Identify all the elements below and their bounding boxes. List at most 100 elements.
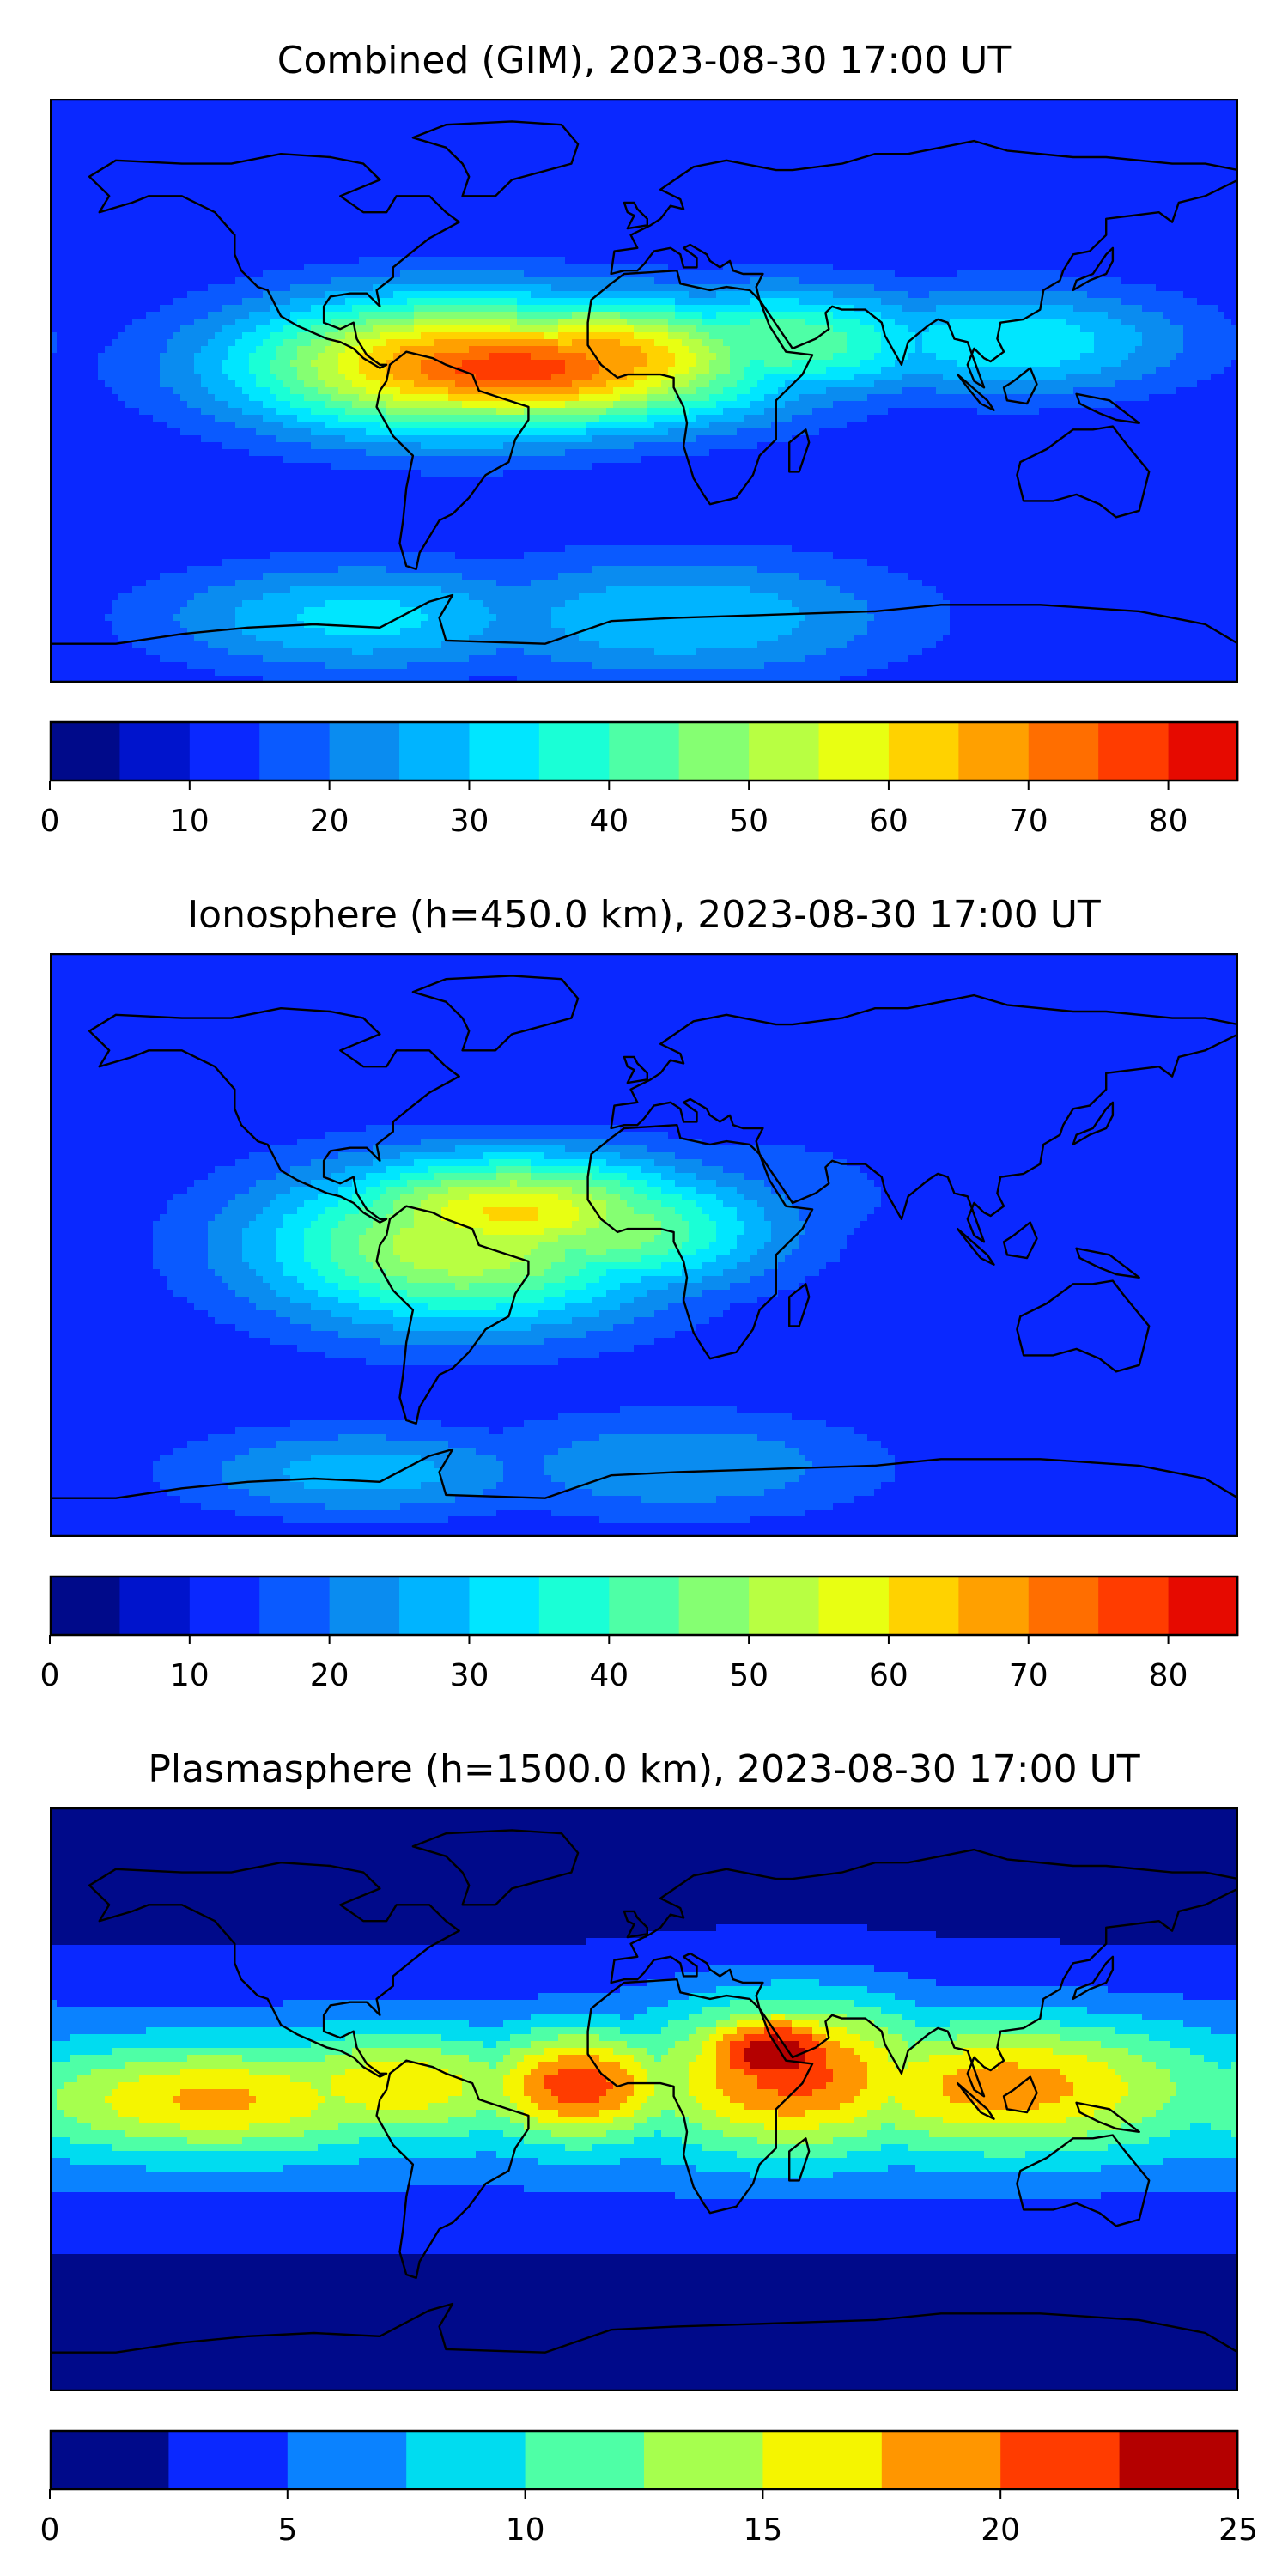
chart-title: Ionosphere (h=450.0 km), 2023-08-30 17:0… [50, 893, 1238, 938]
colorbar-segment [678, 721, 750, 781]
tec-field [50, 99, 1239, 683]
colorbar-segment [399, 721, 470, 781]
coastline-borneo [1002, 2075, 1038, 2114]
coastline-greenland [411, 120, 580, 197]
coastline-north-america [88, 1007, 460, 1224]
colorbar-segment [1098, 1576, 1170, 1636]
colorbar-segment [818, 1576, 890, 1636]
colorbar [49, 1575, 1239, 1644]
colorbar-segment [888, 721, 959, 781]
colorbar-tick-label: 40 [589, 803, 629, 841]
coastline-japan [1072, 246, 1115, 292]
coastline-africa [586, 270, 814, 506]
colorbar-segment [749, 721, 820, 781]
colorbar-segment [1168, 721, 1239, 781]
colorbar-segment [609, 721, 680, 781]
colorbar [49, 720, 1239, 790]
coastline-madagascar [788, 1283, 811, 1327]
map-frame [49, 952, 1239, 1538]
coastline-madagascar [788, 2137, 811, 2182]
colorbar-tick-label: 0 [40, 2512, 60, 2549]
colorbar-ticks: 0 5 10 15 20 25 [40, 2512, 1258, 2555]
coastline-australia [1016, 1279, 1151, 1373]
colorbar-segment [881, 2430, 1001, 2490]
coastline-eurasia [610, 1848, 1240, 2098]
coastline-sumatra [957, 2081, 995, 2120]
map-svg [49, 1807, 1240, 2393]
coastline-eurasia [610, 139, 1240, 389]
colorbar-segment [1028, 721, 1099, 781]
colorbar-tick-label: 20 [981, 2512, 1020, 2549]
colorbar-segment [762, 2430, 883, 2490]
colorbar-segment [50, 1576, 120, 1636]
coastline-antarctica [50, 593, 1240, 684]
colorbar-tick-label: 0 [40, 803, 60, 841]
coastline-new-guinea [1075, 392, 1140, 424]
coastline-south-america [375, 1205, 530, 1425]
tec-map [49, 98, 1240, 684]
colorbar-tick-label: 10 [170, 1657, 210, 1695]
colorbar-tick-label: 15 [743, 2512, 782, 2549]
colorbar-tick-label: 25 [1218, 2512, 1258, 2549]
tec-field [50, 1807, 1239, 2392]
colorbar-tick-label: 10 [170, 803, 210, 841]
coastline-britain [623, 1910, 648, 1939]
coastline-africa [586, 1124, 814, 1360]
colorbar-segment [189, 721, 260, 781]
colorbar-segment [609, 1576, 680, 1636]
coastlines [50, 1829, 1240, 2393]
coastlines [50, 120, 1240, 684]
colorbar-segment [818, 721, 890, 781]
colorbar-tick-label: 30 [450, 1657, 489, 1695]
coastline-north-america [88, 153, 460, 369]
colorbar-ticks: 0 10 20 30 40 50 60 70 80 [40, 803, 1238, 846]
colorbar-svg [49, 720, 1239, 790]
colorbar-segment [469, 721, 540, 781]
colorbar-segment [1168, 1576, 1239, 1636]
colorbar-segment [50, 2430, 169, 2490]
colorbar-tick-label: 60 [869, 803, 908, 841]
chart-title: Plasmasphere (h=1500.0 km), 2023-08-30 1… [50, 1747, 1238, 1792]
colorbar-tick-label: 80 [1149, 1657, 1188, 1695]
colorbar-segment [119, 721, 191, 781]
colorbar-tick-label: 40 [589, 1657, 629, 1695]
coastline-north-america [88, 1862, 460, 2078]
colorbar-segment [50, 721, 120, 781]
colorbar-segment [525, 2430, 645, 2490]
colorbar-segment [538, 1576, 610, 1636]
coastline-south-america [375, 350, 530, 570]
colorbar-tick-label: 30 [450, 803, 489, 841]
coastline-borneo [1002, 1221, 1038, 1260]
coastline-eurasia [610, 993, 1240, 1243]
colorbar-tick-label: 70 [1009, 1657, 1048, 1695]
colorbar-tick-label: 50 [729, 803, 769, 841]
colorbar-tick-label: 20 [310, 803, 349, 841]
colorbar-tick-label: 80 [1149, 803, 1188, 841]
colorbar-tick-label: 0 [40, 1657, 60, 1695]
coastline-australia [1016, 2134, 1151, 2227]
coastlines [50, 975, 1240, 1539]
colorbar-svg [49, 1575, 1239, 1644]
colorbar-svg [49, 2429, 1239, 2499]
coastline-greenland [411, 1829, 580, 1906]
tec-field [50, 953, 1239, 1538]
tec-map [49, 1807, 1240, 2393]
coastline-japan [1072, 1101, 1115, 1146]
colorbar-tick-label: 60 [869, 1657, 908, 1695]
colorbar-segment [399, 1576, 470, 1636]
colorbar-segment [168, 2430, 289, 2490]
colorbar-segment [259, 1576, 331, 1636]
coastline-sumatra [957, 1227, 995, 1266]
colorbar-segment [469, 1576, 540, 1636]
coastline-africa [586, 1978, 814, 2215]
colorbar-segment [1000, 2430, 1121, 2490]
colorbar-tick-label: 70 [1009, 803, 1048, 841]
coastline-borneo [1002, 367, 1038, 405]
colorbar-segment [259, 721, 331, 781]
map-svg [49, 98, 1240, 684]
coastline-antarctica [50, 1448, 1240, 1539]
coastline-madagascar [788, 428, 811, 473]
colorbar-ticks: 0 10 20 30 40 50 60 70 80 [40, 1657, 1238, 1700]
colorbar-segment [189, 1576, 260, 1636]
coastline-south-america [375, 2059, 530, 2279]
